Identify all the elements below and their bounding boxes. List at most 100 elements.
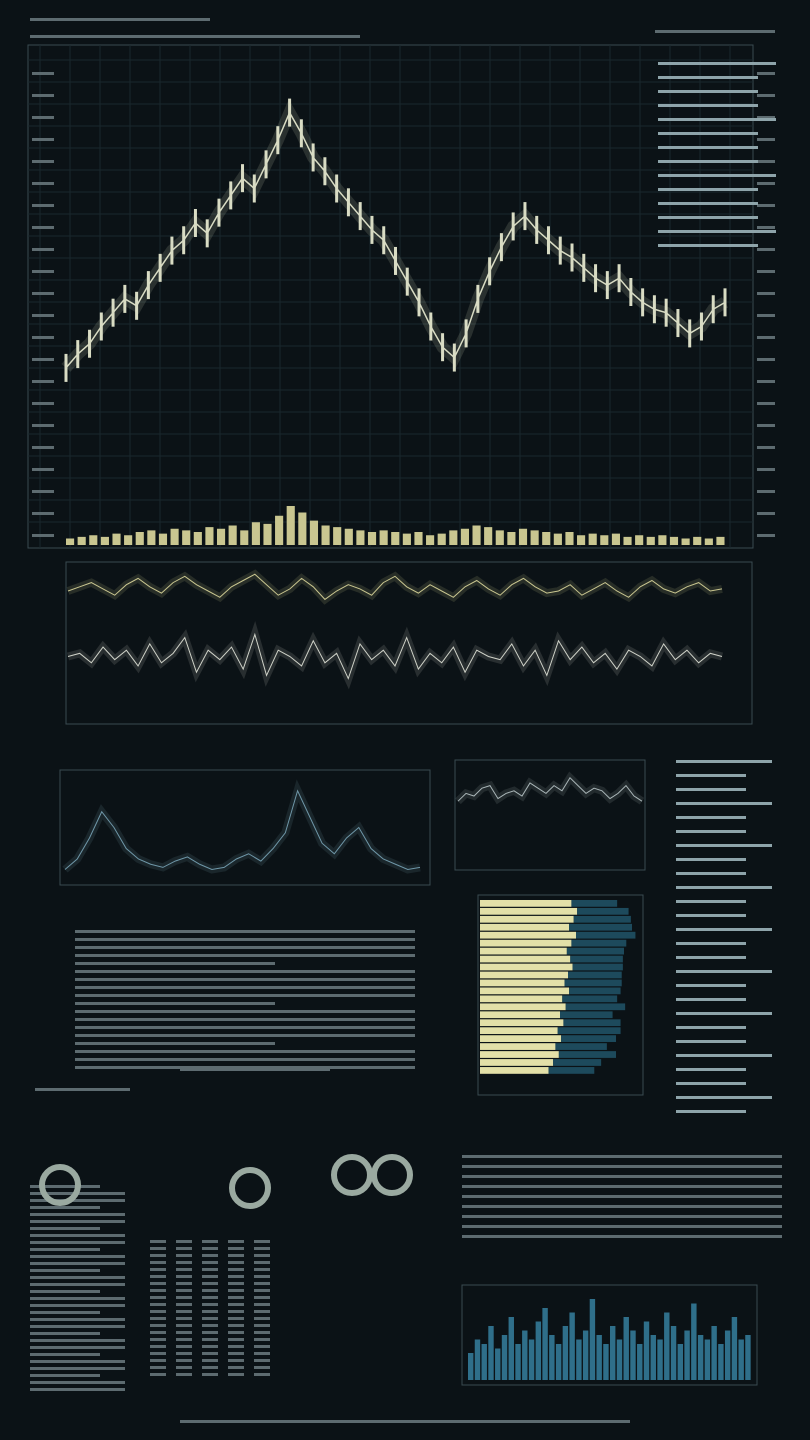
candle: [76, 340, 80, 369]
text-line: [228, 1345, 244, 1348]
text-line: [75, 970, 415, 973]
text-line: [254, 1331, 270, 1334]
text-line: [676, 830, 746, 833]
candle: [135, 291, 139, 320]
text-line: [757, 94, 775, 97]
text-line: [676, 802, 772, 805]
bar: [508, 1317, 514, 1380]
text-line: [150, 1345, 166, 1348]
text-line: [462, 1175, 782, 1178]
panel: [59, 769, 431, 886]
text-line: [254, 1345, 270, 1348]
bar: [724, 1330, 731, 1380]
text-line: [75, 962, 275, 965]
bar: [147, 530, 156, 545]
text-line: [32, 226, 54, 229]
bar: [474, 1339, 481, 1380]
bar: [711, 1326, 717, 1380]
candle: [99, 312, 103, 341]
text-line: [655, 30, 775, 33]
text-line: [150, 1303, 166, 1306]
text-line: [228, 1296, 244, 1299]
text-line: [228, 1331, 244, 1334]
text-line: [75, 1050, 415, 1053]
bar: [379, 530, 388, 545]
text-line: [202, 1366, 218, 1369]
bar: [558, 1051, 616, 1058]
text-line: [32, 512, 54, 515]
text-line: [202, 1268, 218, 1271]
bar: [460, 528, 470, 545]
bar: [650, 1335, 656, 1380]
text-line: [757, 182, 775, 185]
gauge: [371, 1154, 413, 1196]
panel: [461, 1284, 758, 1386]
bar: [576, 931, 636, 939]
bar: [596, 1335, 602, 1380]
text-line: [676, 1026, 746, 1029]
text-line: [228, 1310, 244, 1313]
bar: [484, 527, 493, 545]
line: [67, 573, 723, 601]
text-line: [32, 182, 54, 185]
text-line: [32, 446, 54, 449]
bar: [480, 995, 563, 1003]
candle: [217, 198, 221, 227]
text-line: [202, 1359, 218, 1362]
bar: [577, 907, 629, 915]
bar: [402, 533, 411, 545]
candle: [111, 298, 115, 327]
text-line: [202, 1338, 218, 1341]
text-line: [150, 1331, 166, 1334]
text-line: [176, 1289, 192, 1292]
text-line: [176, 1338, 192, 1341]
bar: [468, 1353, 474, 1380]
candle: [346, 188, 350, 217]
text-line: [30, 1332, 100, 1335]
marks: [61, 98, 751, 1380]
bar: [677, 1344, 684, 1380]
text-line: [254, 1317, 270, 1320]
text-line: [30, 1283, 125, 1286]
bar: [623, 1317, 629, 1380]
panel: [477, 894, 644, 1096]
bar: [298, 512, 307, 545]
text-line: [30, 1248, 100, 1251]
candle: [676, 309, 680, 338]
text-line: [150, 1373, 166, 1376]
text-line: [30, 1234, 125, 1237]
bar: [643, 1321, 650, 1380]
text-line: [676, 1096, 772, 1099]
text-line: [176, 1352, 192, 1355]
bar: [563, 1019, 621, 1027]
bar: [66, 538, 75, 545]
bar: [480, 1059, 554, 1066]
bar: [124, 535, 133, 545]
text-line: [254, 1289, 270, 1292]
text-line: [254, 1303, 270, 1306]
text-line: [30, 1367, 125, 1370]
text-line: [32, 534, 54, 537]
text-line: [75, 986, 415, 989]
bar: [333, 527, 342, 545]
candle: [299, 119, 303, 148]
text-line: [176, 1275, 192, 1278]
text-line: [254, 1275, 270, 1278]
text-line: [254, 1261, 270, 1264]
text-line: [32, 138, 54, 141]
bar: [616, 1339, 623, 1380]
text-line: [202, 1310, 218, 1313]
text-line: [30, 1269, 100, 1272]
text-line: [757, 226, 775, 229]
text-line: [176, 1303, 192, 1306]
text-line: [150, 1261, 166, 1264]
bar: [553, 533, 562, 545]
bar: [480, 1011, 560, 1019]
text-line: [30, 1381, 125, 1384]
text-line: [75, 954, 415, 957]
bar: [480, 963, 573, 971]
bar: [275, 515, 284, 545]
candle: [335, 174, 339, 203]
candle: [323, 157, 327, 186]
